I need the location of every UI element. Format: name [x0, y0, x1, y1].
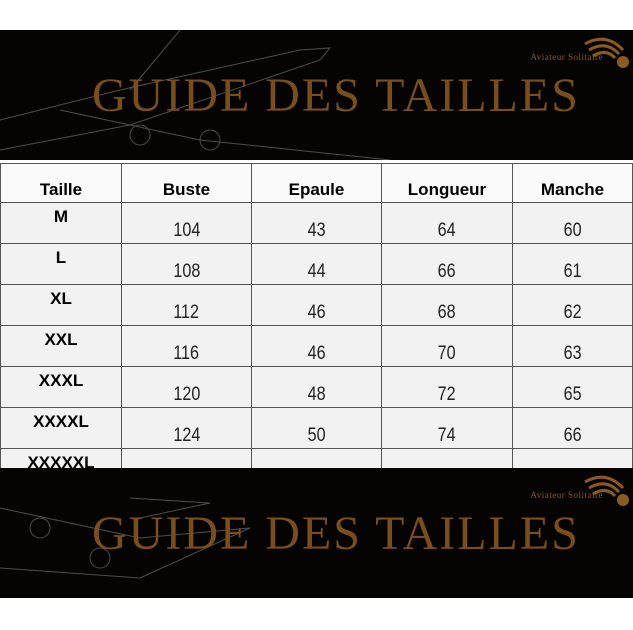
header-buste: Buste	[121, 163, 252, 203]
table-row: XXXL 120 48 72 65	[0, 366, 633, 408]
airplane-illustration	[0, 497, 251, 579]
size-cell: XXL	[0, 325, 122, 367]
table-row: M 104 43 64 60	[0, 202, 633, 244]
cell-text: 65	[563, 384, 582, 405]
cell-text: XXXL	[38, 371, 84, 390]
cell-text: 120	[173, 384, 200, 405]
measure-cell: 116	[121, 325, 252, 367]
table-header-row: Taille Buste Epaule Longueur Manche	[0, 163, 633, 203]
measure-cell: 46	[251, 325, 382, 367]
measure-cell: 64	[381, 202, 513, 244]
measure-cell: 108	[121, 243, 252, 285]
banner-title: GUIDE DES TAILLES	[92, 507, 580, 560]
measure-cell: 65	[512, 366, 633, 408]
cell-text: 112	[173, 302, 200, 323]
measure-cell: 50	[251, 407, 382, 449]
table-row: XXXXL 124 50 74 66	[0, 407, 633, 449]
cell-text: 64	[438, 220, 456, 241]
cell-text: 50	[307, 425, 326, 446]
size-cell: XXXXL	[0, 407, 122, 449]
size-cell: M	[0, 202, 122, 244]
header-banner: GUIDE DES TAILLES Aviateur Solitaire	[0, 30, 633, 160]
measure-cell: 46	[251, 284, 382, 326]
cell-text: 44	[307, 261, 326, 282]
size-cell: XL	[0, 284, 122, 326]
brand-logo-icon	[584, 37, 629, 68]
cell-text: M	[53, 207, 69, 226]
cell-text: 66	[438, 261, 456, 282]
header-taille: Taille	[0, 163, 122, 203]
size-cell: L	[0, 243, 122, 285]
cell-text: 74	[438, 425, 456, 446]
measure-cell: 112	[121, 284, 252, 326]
measure-cell: 104	[121, 202, 252, 244]
measure-cell: 120	[121, 366, 252, 408]
brand-logo-icon	[584, 475, 629, 506]
size-cell: XXXL	[0, 366, 122, 408]
measure-cell: 74	[381, 407, 513, 449]
header-epaule: Epaule	[251, 163, 382, 203]
brand-name: Aviateur Solitaire	[530, 52, 603, 62]
table-row: XL 112 46 68 62	[0, 284, 633, 326]
measure-cell: 72	[381, 366, 513, 408]
table-row: L 108 44 66 61	[0, 243, 633, 285]
table-row: XXL 116 46 70 63	[0, 325, 633, 367]
measure-cell: 62	[512, 284, 633, 326]
measure-cell: 66	[381, 243, 513, 285]
header-manche: Manche	[512, 163, 633, 203]
measure-cell: 63	[512, 325, 633, 367]
cell-text: 48	[307, 384, 326, 405]
cell-text: 116	[173, 343, 200, 364]
measure-cell: 70	[381, 325, 513, 367]
cell-text: 63	[563, 343, 582, 364]
cell-text: 70	[438, 343, 456, 364]
cell-text: L	[55, 248, 67, 267]
brand-name: Aviateur Solitaire	[530, 490, 603, 500]
measure-cell: 48	[251, 366, 382, 408]
cell-text: 72	[438, 384, 456, 405]
cell-text: 68	[438, 302, 456, 323]
cell-text: 60	[563, 220, 582, 241]
cell-text: 61	[563, 261, 582, 282]
measure-cell: 68	[381, 284, 513, 326]
measure-cell: 60	[512, 202, 633, 244]
cell-text: XXL	[44, 330, 78, 349]
banner-title: GUIDE DES TAILLES	[92, 69, 580, 122]
cell-text: XXXXXL	[27, 453, 95, 472]
measure-cell: 124	[121, 407, 252, 449]
airplane-illustration	[0, 30, 391, 160]
cell-text: 124	[173, 425, 200, 446]
measure-cell: 44	[251, 243, 382, 285]
cell-text: 66	[563, 425, 582, 446]
cell-text: 46	[307, 302, 326, 323]
measure-cell: 61	[512, 243, 633, 285]
header-longueur: Longueur	[381, 163, 513, 203]
cell-text: 104	[173, 220, 200, 241]
cell-text: XL	[50, 289, 72, 308]
cell-text: XXXXL	[33, 412, 89, 431]
measure-cell: 43	[251, 202, 382, 244]
cell-text: 108	[173, 261, 200, 282]
footer-banner: GUIDE DES TAILLES Aviateur Solitaire	[0, 468, 633, 598]
size-table: Taille Buste Epaule Longueur Manche M 104…	[0, 163, 633, 490]
cell-text: 46	[307, 343, 326, 364]
cell-text: 43	[307, 220, 326, 241]
cell-text: 62	[563, 302, 582, 323]
measure-cell: 66	[512, 407, 633, 449]
